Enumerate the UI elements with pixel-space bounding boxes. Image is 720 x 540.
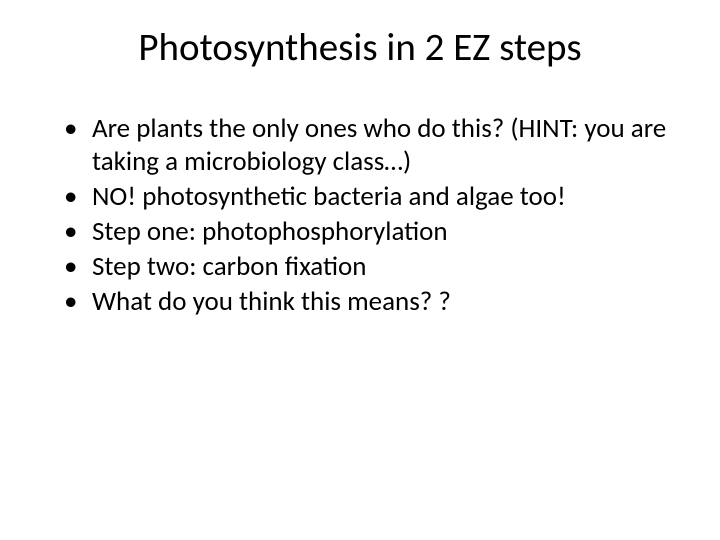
bullet-list: Are plants the only ones who do this? (H… — [48, 113, 672, 319]
list-item: Step one: photophosphorylation — [64, 216, 672, 249]
list-item: NO! photosynthetic bacteria and algae to… — [64, 181, 672, 214]
slide: Photosynthesis in 2 EZ steps Are plants … — [0, 0, 720, 540]
list-item: Step two: carbon fixation — [64, 251, 672, 284]
slide-title: Photosynthesis in 2 EZ steps — [48, 24, 672, 71]
list-item: Are plants the only ones who do this? (H… — [64, 113, 672, 179]
list-item: What do you think this means? ? — [64, 286, 672, 319]
